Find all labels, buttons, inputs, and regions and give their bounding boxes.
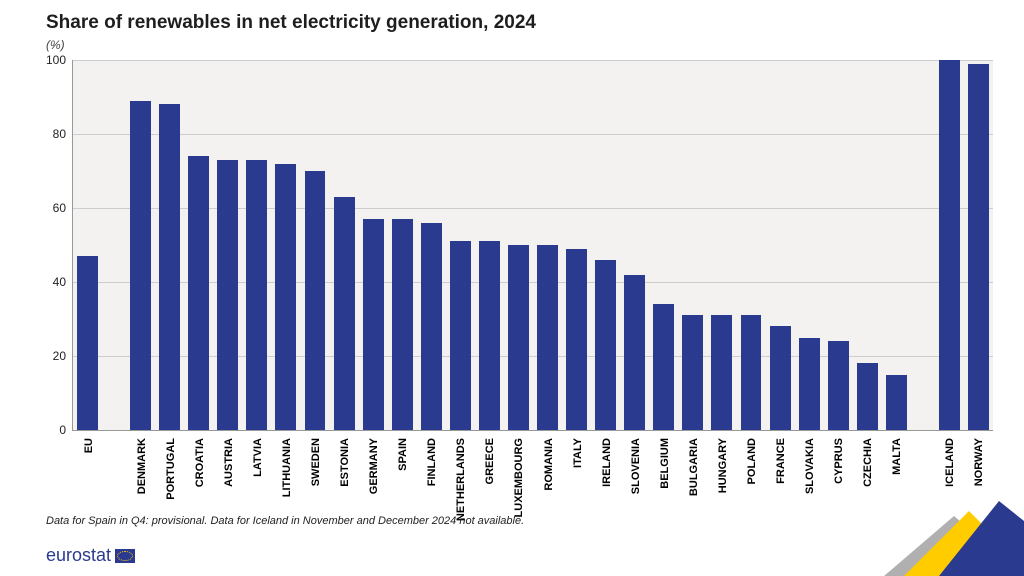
x-tick-label: DENMARK — [136, 438, 148, 494]
plot-area — [72, 60, 993, 431]
x-tick-label: HUNGARY — [717, 438, 729, 493]
bar — [363, 219, 384, 430]
x-tick-label: BULGARIA — [688, 438, 700, 496]
y-tick-label: 0 — [6, 423, 66, 437]
x-tick-label: PORTUGAL — [165, 438, 177, 500]
bar — [595, 260, 616, 430]
x-tick-label: AUSTRIA — [223, 438, 235, 487]
bar — [799, 338, 820, 431]
chart-frame: Share of renewables in net electricity g… — [0, 0, 1024, 576]
gridline — [73, 356, 993, 357]
bar — [217, 160, 238, 430]
bar — [421, 223, 442, 430]
chart-title: Share of renewables in net electricity g… — [46, 12, 536, 34]
x-tick-label: FRANCE — [775, 438, 787, 484]
y-tick-label: 20 — [6, 349, 66, 363]
x-tick-label: FINLAND — [426, 438, 438, 486]
y-tick-label: 60 — [6, 201, 66, 215]
bar — [392, 219, 413, 430]
bar — [939, 60, 960, 430]
bar — [246, 160, 267, 430]
x-tick-label: IRELAND — [601, 438, 613, 487]
x-tick-label: LATVIA — [252, 438, 264, 477]
x-tick-label: GERMANY — [368, 438, 380, 494]
bar — [653, 304, 674, 430]
bar — [77, 256, 98, 430]
x-tick-label: SWEDEN — [310, 438, 322, 486]
y-axis-unit: (%) — [46, 38, 65, 52]
bar — [828, 341, 849, 430]
x-tick-label: CZECHIA — [862, 438, 874, 487]
x-tick-label: SPAIN — [397, 438, 409, 471]
y-tick-label: 80 — [6, 127, 66, 141]
bar — [508, 245, 529, 430]
bar — [334, 197, 355, 430]
y-tick-label: 100 — [6, 53, 66, 67]
bar — [159, 104, 180, 430]
bar — [711, 315, 732, 430]
x-tick-label: BELGIUM — [659, 438, 671, 489]
eurostat-brand: eurostat — [46, 545, 135, 566]
x-tick-label: MALTA — [891, 438, 903, 475]
x-tick-label: SLOVENIA — [630, 438, 642, 494]
x-tick-label: EU — [83, 438, 95, 453]
eurostat-wordmark: eurostat — [46, 545, 111, 566]
x-tick-label: NORWAY — [973, 438, 985, 486]
x-tick-label: POLAND — [746, 438, 758, 484]
bar — [857, 363, 878, 430]
y-tick-label: 40 — [6, 275, 66, 289]
x-tick-label: LUXEMBOURG — [513, 438, 525, 517]
eu-flag-icon — [115, 549, 135, 563]
x-tick-label: CROATIA — [194, 438, 206, 487]
gridline — [73, 134, 993, 135]
bar — [188, 156, 209, 430]
bar — [479, 241, 500, 430]
bar — [624, 275, 645, 430]
x-tick-label: ITALY — [572, 438, 584, 468]
bar — [566, 249, 587, 430]
gridline — [73, 282, 993, 283]
bar — [886, 375, 907, 431]
x-tick-label: CYPRUS — [833, 438, 845, 484]
bar — [741, 315, 762, 430]
bar — [682, 315, 703, 430]
x-tick-label: LITHUANIA — [281, 438, 293, 497]
x-tick-label: SLOVAKIA — [804, 438, 816, 494]
bar — [537, 245, 558, 430]
bar — [968, 64, 989, 430]
x-tick-label: ICELAND — [944, 438, 956, 487]
bar — [275, 164, 296, 430]
brand-swoosh-icon — [844, 486, 1024, 576]
x-tick-label: ROMANIA — [543, 438, 555, 491]
gridline — [73, 60, 993, 61]
gridline — [73, 208, 993, 209]
bar — [770, 326, 791, 430]
bar — [305, 171, 326, 430]
bar — [450, 241, 471, 430]
bar — [130, 101, 151, 430]
x-tick-label: GREECE — [484, 438, 496, 484]
x-tick-label: ESTONIA — [339, 438, 351, 487]
x-tick-label: NETHERLANDS — [455, 438, 467, 521]
chart-footnote: Data for Spain in Q4: provisional. Data … — [46, 515, 524, 527]
